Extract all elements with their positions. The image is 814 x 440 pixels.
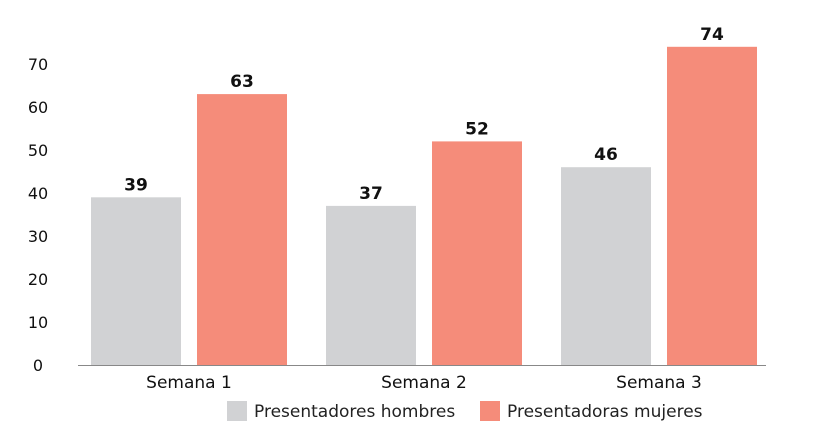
bar-value-label: 63 bbox=[230, 72, 254, 92]
y-tick-label: 50 bbox=[28, 141, 48, 160]
bar bbox=[91, 197, 181, 365]
bar bbox=[667, 46, 757, 366]
legend-swatch bbox=[480, 401, 500, 421]
y-axis: 0 10 20 30 40 50 60 70 bbox=[28, 55, 48, 375]
y-tick-label: 0 bbox=[33, 356, 43, 375]
y-tick-label: 20 bbox=[28, 270, 48, 289]
bar-value-label: 52 bbox=[465, 119, 489, 139]
y-tick-label: 70 bbox=[28, 55, 48, 74]
y-tick-label: 10 bbox=[28, 313, 48, 332]
y-tick-label: 60 bbox=[28, 98, 48, 117]
legend-swatch bbox=[227, 401, 247, 421]
y-tick-label: 40 bbox=[28, 184, 48, 203]
bar-value-label: 39 bbox=[124, 175, 148, 195]
bar-value-label: 46 bbox=[594, 145, 618, 165]
bar bbox=[432, 141, 522, 365]
bars: 39 63 37 52 46 74 bbox=[91, 25, 757, 366]
legend-label: Presentadores hombres bbox=[254, 402, 455, 422]
x-category-label: Semana 1 bbox=[146, 373, 232, 393]
x-category-label: Semana 2 bbox=[381, 373, 467, 393]
legend-label: Presentadoras mujeres bbox=[507, 402, 703, 422]
y-tick-label: 30 bbox=[28, 227, 48, 246]
x-axis: Semana 1 Semana 2 Semana 3 bbox=[146, 373, 702, 393]
legend: Presentadores hombres Presentadoras mujer… bbox=[227, 401, 703, 422]
bar bbox=[326, 205, 416, 365]
bar bbox=[197, 94, 287, 365]
x-category-label: Semana 3 bbox=[616, 373, 702, 393]
bar bbox=[561, 167, 651, 365]
bar-value-label: 74 bbox=[700, 25, 724, 45]
bar-value-label: 37 bbox=[359, 184, 383, 204]
